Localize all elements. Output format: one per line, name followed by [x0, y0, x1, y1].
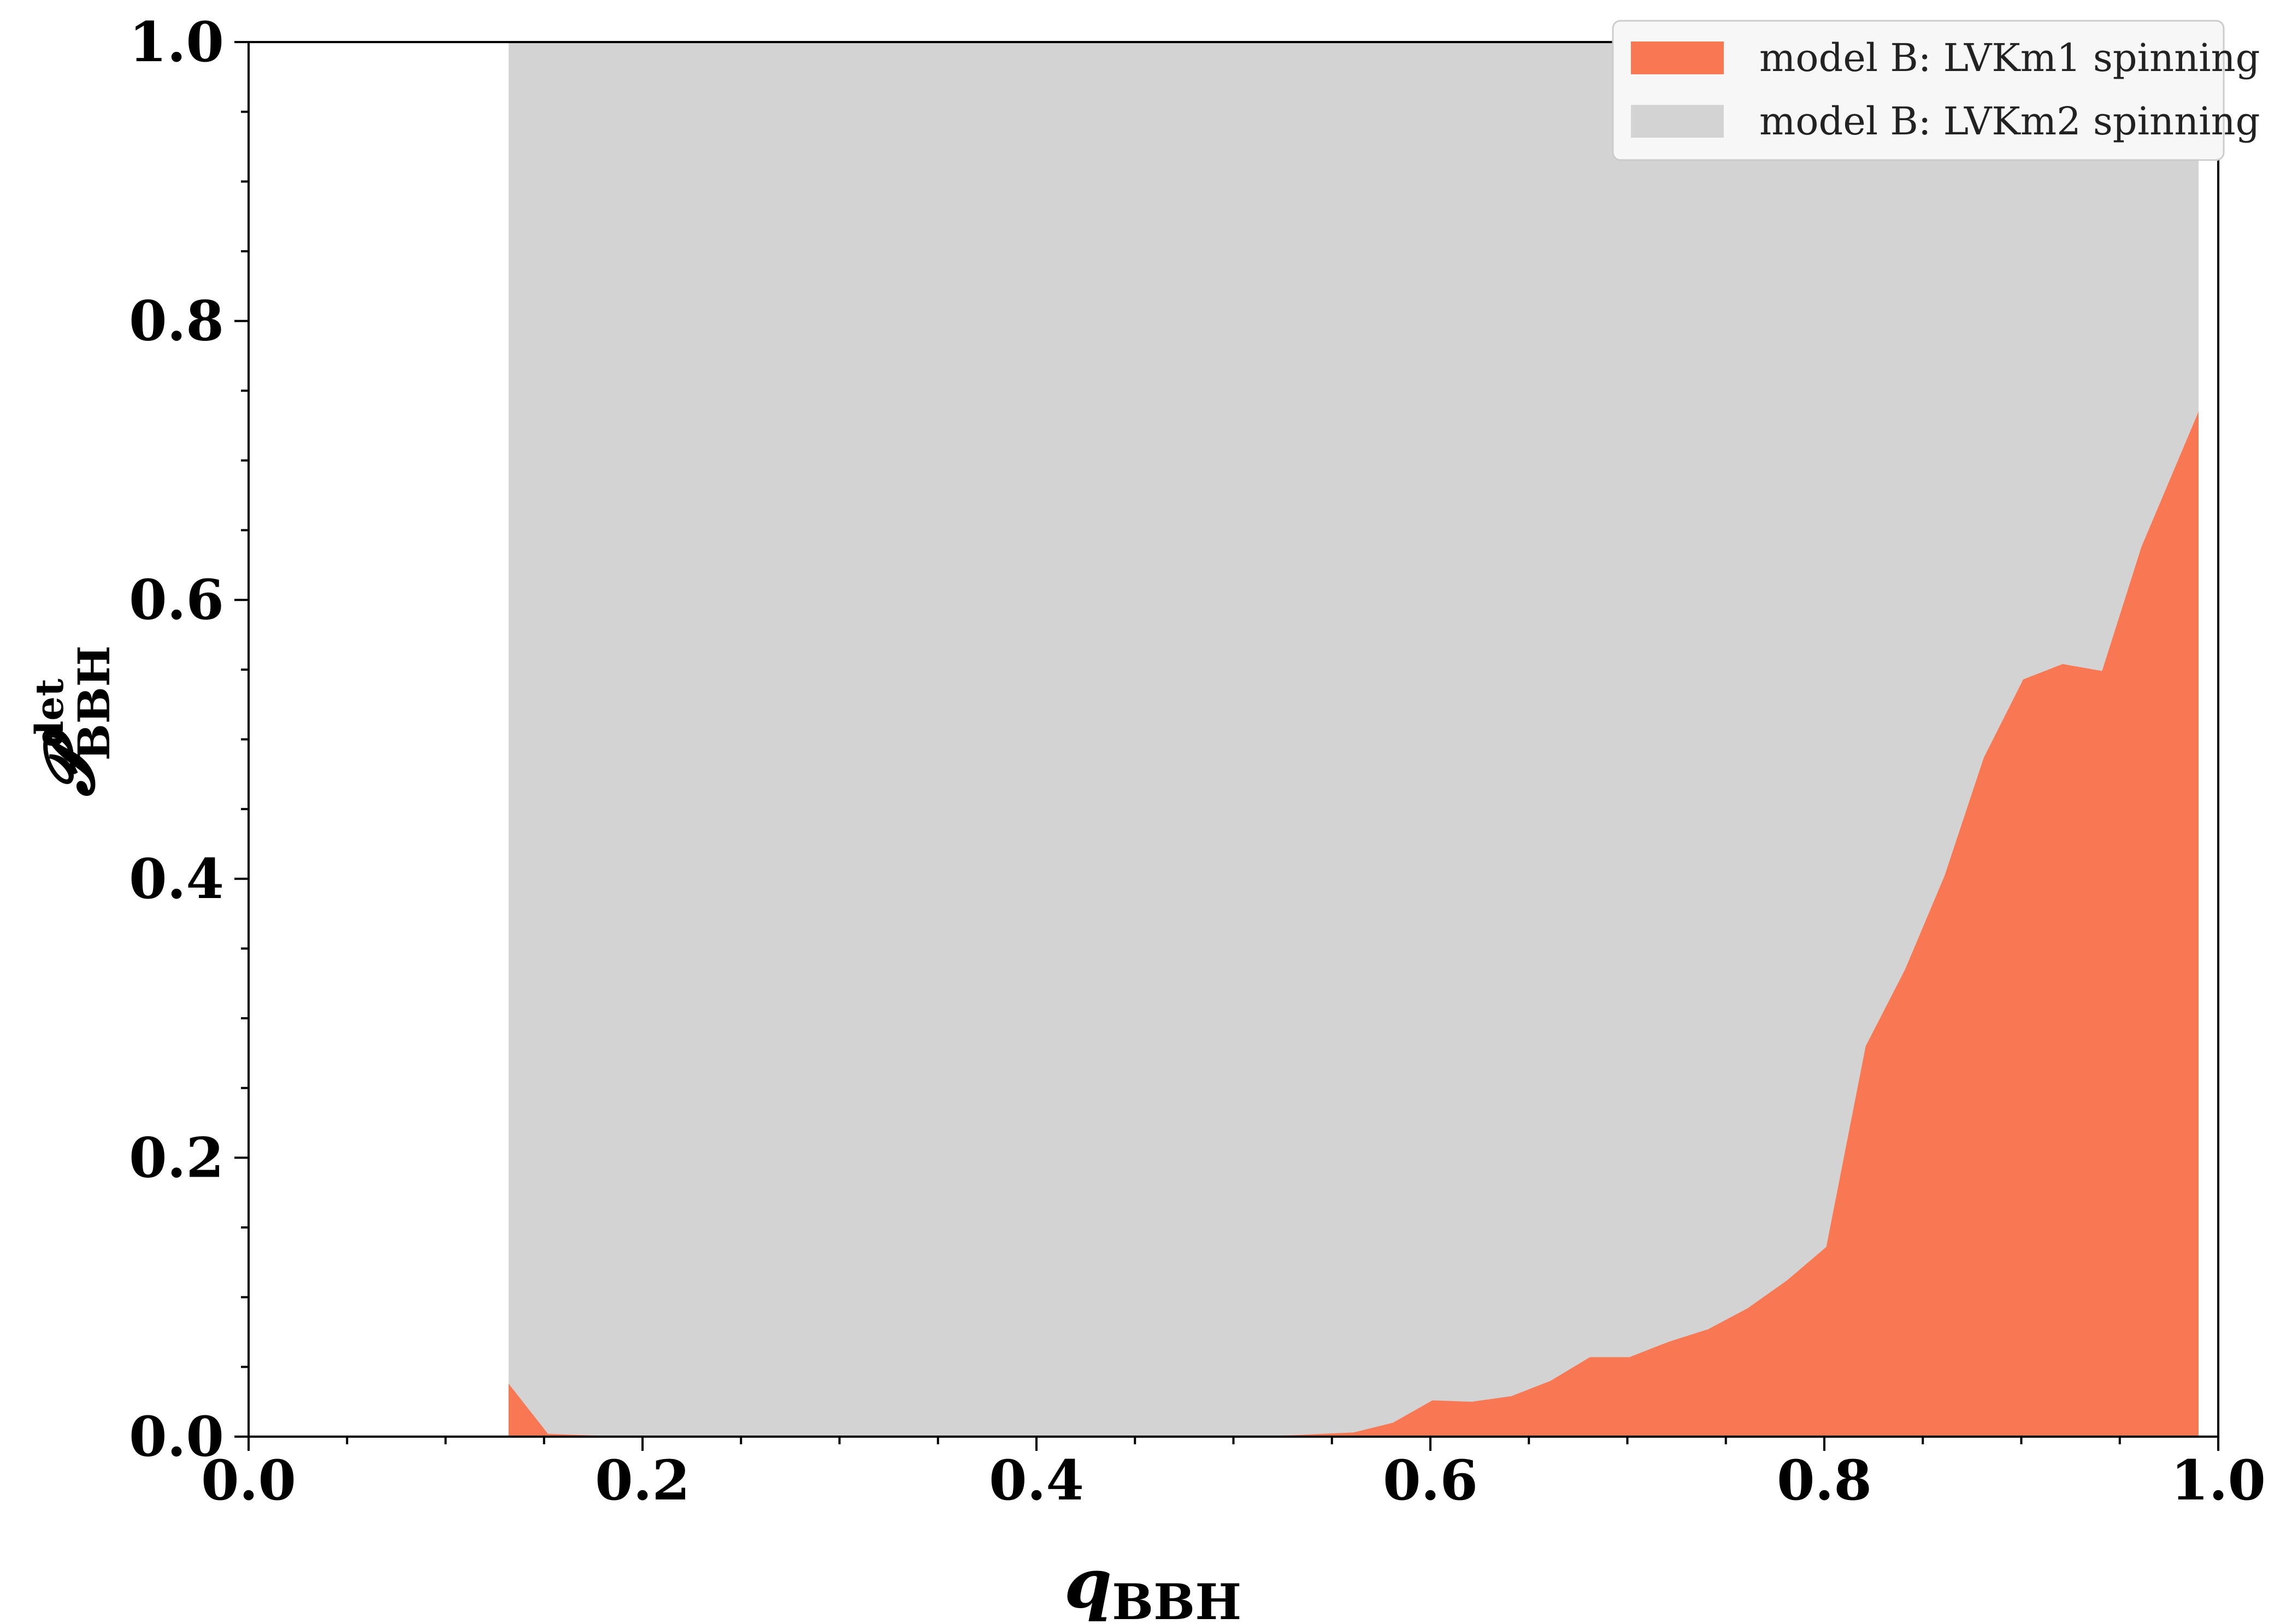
x-tick-label: 0.8	[1777, 1448, 1872, 1513]
legend-frame	[1612, 20, 2225, 161]
x-axis-label-main: q	[1064, 1544, 1112, 1623]
series-layer	[508, 42, 2199, 1437]
plot-area: 0.0 0.2 0.4 0.6 0.8 1.0 0.0 0.2 0.4 0.6 0.8 1.0	[129, 10, 2266, 1513]
series-area-model-b-lvkm2-spinning	[508, 42, 2199, 1437]
y-tick-label: 0.0	[129, 1404, 224, 1469]
legend-swatch-lvkm2	[1631, 105, 1724, 138]
svg-text:qBBH: qBBH	[1064, 1544, 1242, 1624]
x-tick-label: 0.0	[201, 1448, 296, 1513]
axes-layer: 0.0 0.2 0.4 0.6 0.8 1.0 0.0 0.2 0.4 0.6 0.8 1.0	[129, 10, 2266, 1513]
legend: model B: LVKm1 spinning model B: LVKm2 s…	[1612, 20, 2260, 161]
series-area-model-b-lvkm1-spinning	[508, 411, 2199, 1437]
x-axis-label-sub: BBH	[1112, 1573, 1241, 1624]
legend-label-lvkm2: model B: LVKm2 spinning	[1759, 99, 2260, 144]
x-tick-label: 0.6	[1383, 1448, 1478, 1513]
y-axis-label-sup: det	[27, 678, 72, 747]
y-tick-label: 0.2	[129, 1125, 224, 1190]
y-tick-label: 0.6	[129, 568, 224, 632]
x-tick-label: 0.4	[989, 1448, 1084, 1513]
y-tick-label: 0.4	[129, 847, 224, 911]
svg-text:𝓟detBBH: 𝓟detBBH	[27, 646, 120, 797]
x-tick-label: 1.0	[2171, 1448, 2266, 1513]
legend-label-lvkm1: model B: LVKm1 spinning	[1759, 36, 2260, 80]
y-axis-label: 𝓟detBBH	[27, 646, 120, 797]
y-tick-label: 0.8	[129, 289, 224, 353]
y-axis-label-sub: BBH	[68, 646, 120, 761]
x-axis-label: qBBH	[1064, 1544, 1242, 1624]
x-tick-label: 0.2	[595, 1448, 690, 1513]
legend-swatch-lvkm1	[1631, 42, 1724, 74]
y-tick-label: 1.0	[129, 10, 224, 74]
